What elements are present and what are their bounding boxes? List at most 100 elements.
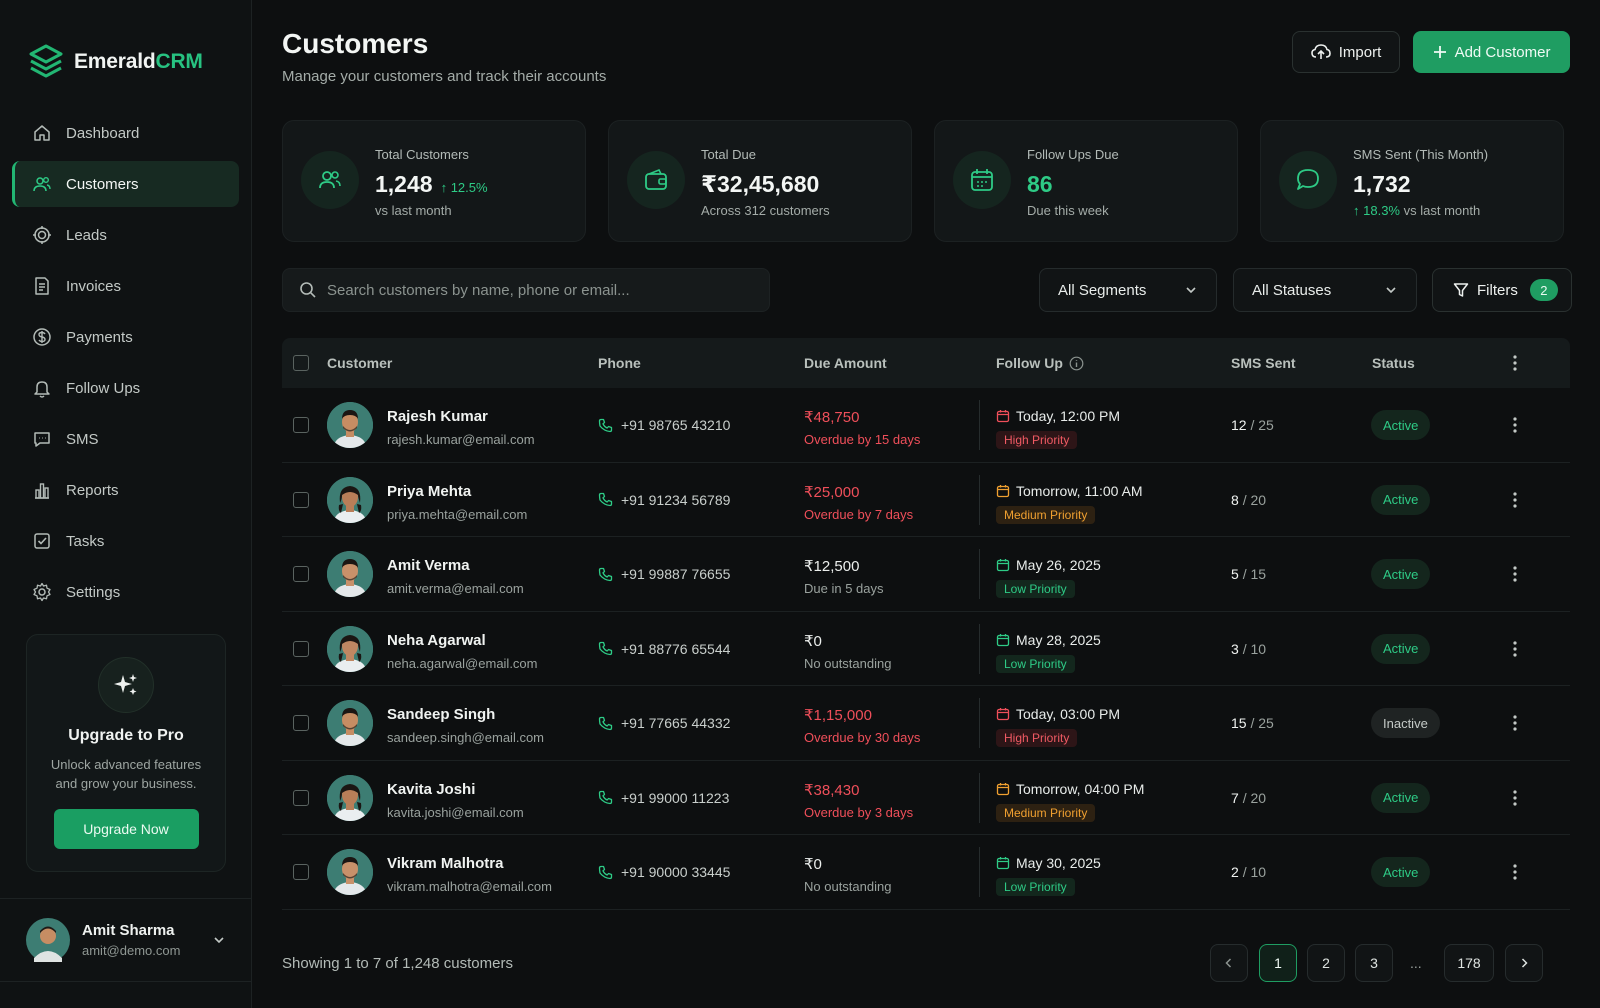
customer-phone[interactable]: +91 88776 65544 (598, 641, 730, 657)
customer-name[interactable]: Priya Mehta (387, 482, 472, 500)
more-vertical-icon[interactable] (1510, 353, 1520, 373)
page-button-1[interactable]: 1 (1259, 944, 1297, 982)
add-customer-label: Add Customer (1454, 43, 1551, 61)
customer-phone[interactable]: +91 98765 43210 (598, 417, 730, 433)
sidebar-item-reports[interactable]: Reports (12, 467, 239, 513)
upgrade-now-button[interactable]: Upgrade Now (53, 809, 199, 849)
filters-label: Filters (1477, 281, 1518, 299)
user-profile[interactable]: Amit Sharma amit@demo.com (0, 898, 252, 982)
status-select[interactable]: All Statuses (1233, 268, 1417, 312)
table-row[interactable]: Vikram Malhotra vikram.malhotra@email.com… (282, 835, 1570, 910)
due-status: No outstanding (804, 655, 892, 671)
more-vertical-icon[interactable] (1510, 564, 1520, 584)
customer-email: rajesh.kumar@email.com (387, 432, 535, 447)
sms-sent-count: 12 / 25 (1231, 417, 1274, 433)
customer-phone[interactable]: +91 99887 76655 (598, 566, 730, 582)
sidebar-item-customers[interactable]: Customers (12, 161, 239, 207)
customer-name[interactable]: Amit Verma (387, 557, 470, 574)
phone-icon (598, 790, 613, 805)
sidebar-item-label: Tasks (66, 532, 105, 550)
more-vertical-icon[interactable] (1510, 862, 1520, 882)
sidebar-item-label: Dashboard (66, 124, 140, 142)
due-status: Overdue by 15 days (804, 432, 921, 447)
segment-select[interactable]: All Segments (1039, 268, 1217, 312)
column-header-due-amount[interactable]: Due Amount (804, 355, 887, 371)
customer-email: sandeep.singh@email.com (387, 730, 545, 745)
avatar (327, 625, 373, 672)
more-vertical-icon[interactable] (1510, 788, 1520, 808)
column-header-sms-sent[interactable]: SMS Sent (1231, 355, 1296, 371)
customer-name[interactable]: Kavita Joshi (387, 780, 476, 798)
follow-up-date: Tomorrow, 04:00 PM (996, 781, 1144, 797)
priority-badge: Low Priority (996, 878, 1075, 896)
sidebar-item-tasks[interactable]: Tasks (12, 518, 239, 564)
customer-email: amit.verma@email.com (387, 581, 524, 596)
priority-badge: Low Priority (996, 654, 1075, 673)
column-header-customer[interactable]: Customer (327, 355, 393, 371)
customer-phone[interactable]: +91 77665 44332 (598, 715, 730, 731)
sidebar-item-sms[interactable]: SMS (12, 416, 239, 462)
customer-name[interactable]: Vikram Malhotra (387, 855, 504, 872)
table-row[interactable]: Rajesh Kumar rajesh.kumar@email.com +91 98… (282, 388, 1570, 463)
table-row[interactable]: Kavita Joshi kavita.joshi@email.com +91 99… (282, 761, 1570, 835)
sms-sent-count: 8 / 20 (1231, 491, 1267, 508)
select-all-checkbox[interactable] (293, 355, 309, 371)
filters-button[interactable]: Filters 2 (1432, 268, 1572, 312)
import-button[interactable]: Import (1292, 31, 1400, 73)
row-checkbox[interactable] (293, 640, 309, 657)
users-icon (301, 151, 359, 209)
phone-icon (598, 865, 613, 879)
customer-phone[interactable]: +91 90000 33445 (598, 864, 730, 880)
column-header-status[interactable]: Status (1372, 355, 1415, 371)
stat-card-follow-ups-due: Follow Ups Due 86 Due this week (934, 120, 1238, 242)
search-input[interactable] (327, 281, 769, 299)
upgrade-card: Upgrade to Pro Unlock advanced features … (26, 634, 226, 872)
add-customer-button[interactable]: Add Customer (1413, 31, 1570, 73)
page-button-2[interactable]: 2 (1307, 944, 1345, 982)
import-label: Import (1338, 43, 1382, 61)
row-checkbox[interactable] (293, 789, 309, 806)
more-vertical-icon[interactable] (1510, 639, 1520, 659)
table-row[interactable]: Priya Mehta priya.mehta@email.com +91 9123… (282, 463, 1570, 537)
stat-value: 1,732 (1353, 171, 1411, 197)
sidebar-item-label: Payments (66, 328, 133, 346)
more-vertical-icon[interactable] (1510, 415, 1520, 435)
table-header: Customer Phone Due Amount Follow Up SMS … (282, 338, 1570, 388)
sidebar-item-payments[interactable]: Payments (12, 314, 239, 360)
table-row[interactable]: Amit Verma amit.verma@email.com +91 99887 … (282, 537, 1570, 612)
sidebar-item-settings[interactable]: Settings (12, 569, 239, 615)
sidebar-item-dashboard[interactable]: Dashboard (12, 110, 239, 156)
priority-badge: High Priority (996, 431, 1078, 449)
page-button-last[interactable]: 178 (1444, 944, 1494, 982)
previous-page-button[interactable] (1210, 944, 1248, 982)
table-row[interactable]: Neha Agarwal neha.agarwal@email.com +91 88… (282, 612, 1570, 686)
due-amount: ₹48,750 (804, 409, 860, 426)
status-badge: Active (1371, 484, 1431, 515)
row-checkbox[interactable] (293, 566, 309, 582)
more-vertical-icon[interactable] (1510, 713, 1520, 733)
customers-table: Customer Phone Due Amount Follow Up SMS … (282, 338, 1570, 910)
page-button-3[interactable]: 3 (1355, 944, 1393, 982)
column-header-follow-up[interactable]: Follow Up (996, 355, 1084, 371)
chevron-down-icon[interactable] (212, 933, 226, 947)
search-bar[interactable] (282, 268, 770, 312)
sidebar-item-leads[interactable]: Leads (12, 212, 239, 258)
customer-name[interactable]: Rajesh Kumar (387, 408, 488, 425)
brand[interactable]: EmeraldCRM (0, 0, 251, 96)
column-header-phone[interactable]: Phone (598, 355, 641, 371)
row-checkbox[interactable] (293, 864, 309, 880)
sidebar-item-follow-ups[interactable]: Follow Ups (12, 365, 239, 411)
customer-name[interactable]: Neha Agarwal (387, 631, 486, 649)
row-checkbox[interactable] (293, 715, 309, 731)
customer-name[interactable]: Sandeep Singh (387, 706, 496, 723)
status-select-value: All Statuses (1252, 281, 1332, 299)
row-checkbox[interactable] (293, 417, 309, 433)
customer-phone[interactable]: +91 91234 56789 (598, 492, 730, 508)
row-checkbox[interactable] (293, 491, 309, 508)
sidebar-item-invoices[interactable]: Invoices (12, 263, 239, 309)
more-vertical-icon[interactable] (1510, 490, 1520, 510)
table-row[interactable]: Sandeep Singh sandeep.singh@email.com +91 … (282, 686, 1570, 761)
next-page-button[interactable] (1505, 944, 1543, 982)
customer-phone[interactable]: +91 99000 11223 (598, 790, 729, 806)
due-status: Overdue by 7 days (804, 506, 914, 522)
